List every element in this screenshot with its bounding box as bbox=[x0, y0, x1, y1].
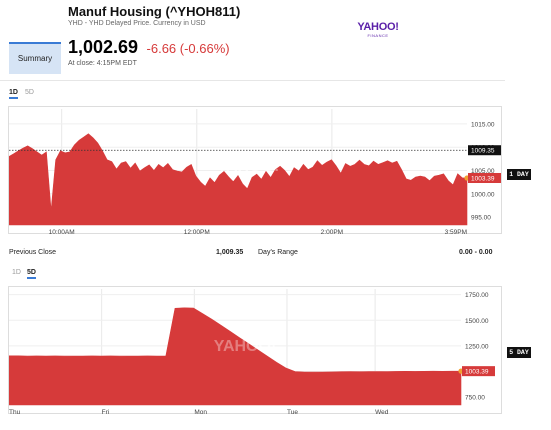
price-change: -6.66 (-0.66%) bbox=[146, 41, 230, 56]
page-title: Manuf Housing (^YHOH811) bbox=[68, 4, 241, 19]
x-tick-label: Mon bbox=[194, 409, 207, 415]
previous-close-tag-label: 1009.35 bbox=[471, 148, 495, 155]
logo-subtext: FINANCE bbox=[367, 33, 389, 38]
chart-watermark: YAHOO! bbox=[217, 158, 280, 175]
range-tab-5d[interactable]: 5D bbox=[25, 89, 34, 96]
price-line: 1,002.69 -6.66 (-0.66%) bbox=[68, 37, 230, 58]
days-range-value: 0.00 - 0.00 bbox=[459, 249, 493, 256]
last-price-tag-label: 1003.39 bbox=[471, 175, 495, 182]
tab-summary[interactable]: Summary bbox=[9, 42, 61, 74]
last-price-tag bbox=[468, 172, 501, 183]
divider bbox=[0, 80, 505, 81]
x-tick-label: 3:59PM bbox=[445, 229, 467, 235]
chart-watermark-overlay: YAHOO! bbox=[214, 338, 277, 355]
price-area bbox=[8, 307, 462, 406]
range-tab-1d[interactable]: 1D bbox=[12, 269, 21, 276]
x-tick-label: Wed bbox=[375, 409, 389, 415]
previous-close-value: 1,009.35 bbox=[216, 249, 244, 256]
five-day-tag: 5 DAY bbox=[507, 347, 531, 358]
x-tick-label: Tue bbox=[287, 409, 298, 415]
y-tick-label: 1750.00 bbox=[465, 292, 489, 299]
y-tick-label: 1000.00 bbox=[471, 191, 495, 198]
x-tick-label: 2:00PM bbox=[321, 229, 343, 235]
y-tick-label: 1005.00 bbox=[471, 168, 495, 175]
previous-close-label: Previous Close bbox=[9, 249, 57, 256]
x-tick-label: Thu bbox=[9, 409, 21, 415]
x-tick-label: 10:00AM bbox=[49, 229, 75, 235]
five-day-chart-panel[interactable]: 1750.001500.001250.001000.00750.00YAHOO!… bbox=[8, 286, 503, 416]
one-day-tag: 1 DAY bbox=[507, 169, 531, 180]
chart-watermark-overlay: YAHOO! bbox=[217, 158, 280, 175]
y-tick-label: 1250.00 bbox=[465, 343, 489, 350]
x-tick-label: Fri bbox=[102, 409, 110, 415]
current-price: 1,002.69 bbox=[68, 37, 139, 57]
last-price-tag-label: 1003.39 bbox=[465, 369, 489, 376]
last-price-tag bbox=[462, 366, 495, 377]
y-tick-label: 1500.00 bbox=[465, 318, 489, 325]
yahoo-finance-logo[interactable]: YAHOO! FINANCE bbox=[357, 21, 399, 39]
y-tick-label: 750.00 bbox=[465, 395, 485, 402]
intraday-chart[interactable]: 1015.001010.001005.001000.00995.00YAHOO!… bbox=[8, 107, 503, 236]
quote-source-subtitle: YHD - YHD Delayed Price. Currency in USD bbox=[68, 20, 206, 27]
logo-wordmark: YAHOO! bbox=[357, 21, 399, 33]
y-tick-label: 1015.00 bbox=[471, 121, 495, 128]
range-tab-5d[interactable]: 5D bbox=[27, 269, 36, 279]
days-range-label: Day's Range bbox=[258, 249, 298, 256]
x-tick-label: 12:00PM bbox=[184, 229, 210, 235]
y-tick-label: 995.00 bbox=[471, 215, 491, 222]
previous-close-tag bbox=[468, 145, 501, 156]
five-day-chart[interactable]: 1750.001500.001250.001000.00750.00YAHOO!… bbox=[8, 287, 503, 416]
close-time: At close: 4:15PM EDT bbox=[68, 60, 137, 67]
intraday-chart-panel[interactable]: 1015.001010.001005.001000.00995.00YAHOO!… bbox=[8, 106, 503, 236]
price-area bbox=[8, 133, 468, 226]
range-tab-1d[interactable]: 1D bbox=[9, 89, 18, 99]
